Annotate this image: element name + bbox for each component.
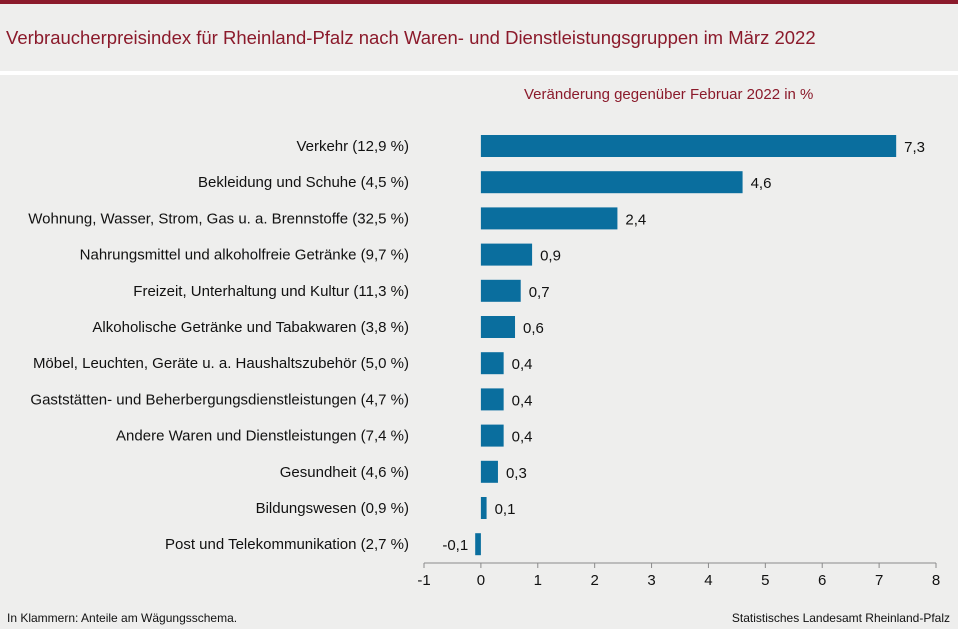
category-label: Gesundheit (4,6 %) xyxy=(280,464,409,481)
category-label: Wohnung, Wasser, Strom, Gas u. a. Brenns… xyxy=(28,210,409,227)
value-label: 0,9 xyxy=(540,248,561,265)
bar xyxy=(480,279,521,302)
x-tick-label: 3 xyxy=(647,572,655,589)
category-label: Gaststätten- und Beherbergungsdienstleis… xyxy=(30,391,409,408)
category-label: Nahrungsmittel und alkoholfreie Getränke… xyxy=(80,247,409,264)
x-tick-label: 4 xyxy=(704,572,712,589)
title-divider xyxy=(0,71,958,75)
value-label: 4,6 xyxy=(751,175,772,192)
value-label: 0,4 xyxy=(512,392,533,409)
chart-title: Verbraucherpreisindex für Rheinland-Pfal… xyxy=(6,27,816,48)
value-label: 0,1 xyxy=(495,501,516,518)
category-label: Bildungswesen (0,9 %) xyxy=(256,500,409,517)
category-label: Verkehr (12,9 %) xyxy=(296,138,409,155)
category-label: Andere Waren und Dienstleistungen (7,4 %… xyxy=(116,428,409,445)
bar xyxy=(480,316,516,338)
bar xyxy=(480,207,618,230)
x-tick-label: 0 xyxy=(477,572,485,589)
footnote: In Klammern: Anteile am Wägungsschema. xyxy=(7,611,238,625)
top-accent-rule xyxy=(0,0,958,4)
value-label: 0,3 xyxy=(506,465,527,482)
x-tick-label: 8 xyxy=(932,572,940,589)
value-label: 0,4 xyxy=(512,429,533,446)
source-credit: Statistisches Landesamt Rheinland-Pfalz xyxy=(731,611,950,625)
chart-subtitle: Veränderung gegenüber Februar 2022 in % xyxy=(524,86,814,103)
x-tick-label: 6 xyxy=(818,572,826,589)
x-tick-label: 5 xyxy=(761,572,769,589)
value-label: 2,4 xyxy=(625,211,646,228)
value-label: 0,4 xyxy=(512,356,533,373)
category-label: Bekleidung und Schuhe (4,5 %) xyxy=(198,174,409,191)
bar xyxy=(480,352,504,375)
bar xyxy=(475,533,481,556)
x-tick-label: 1 xyxy=(534,572,542,589)
bar xyxy=(480,388,504,411)
category-label: Post und Telekommunikation (2,7 %) xyxy=(165,536,409,553)
value-label: 0,7 xyxy=(529,284,550,301)
bar xyxy=(480,497,487,519)
bar xyxy=(480,135,897,157)
category-label: Alkoholische Getränke und Tabakwaren (3,… xyxy=(92,319,409,336)
value-label: 0,6 xyxy=(523,320,544,337)
category-label: Freizeit, Unterhaltung und Kultur (11,3 … xyxy=(133,283,409,300)
x-tick-label: 2 xyxy=(590,572,598,589)
x-tick-label: 7 xyxy=(875,572,883,589)
value-label: -0,1 xyxy=(442,537,468,554)
category-label: Möbel, Leuchten, Geräte u. a. Haushaltsz… xyxy=(33,355,409,372)
bar xyxy=(480,424,504,447)
bar xyxy=(480,243,533,266)
bar xyxy=(480,460,498,483)
bar xyxy=(480,171,743,194)
value-label: 7,3 xyxy=(904,139,925,156)
x-tick-label: -1 xyxy=(417,572,430,589)
